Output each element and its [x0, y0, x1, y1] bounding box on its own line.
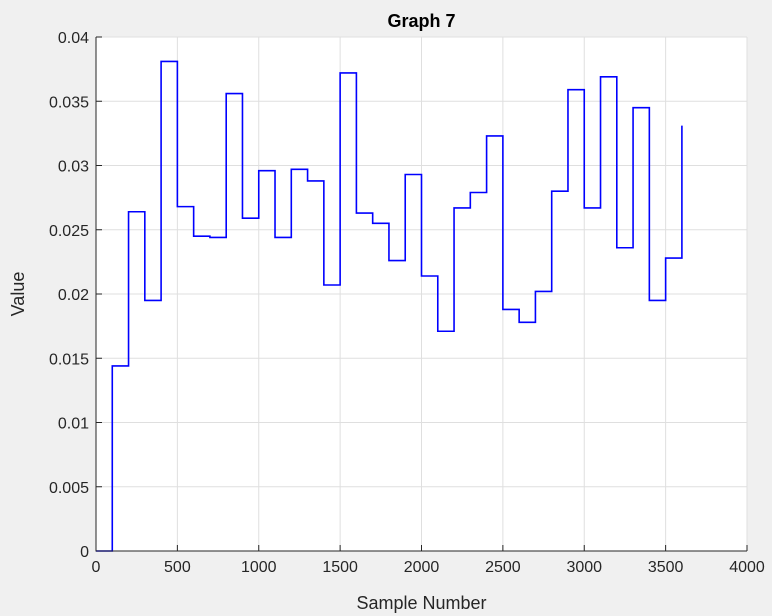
chart-title: Graph 7	[387, 11, 455, 31]
y-tick-label: 0.025	[49, 223, 89, 240]
x-tick-label: 0	[92, 559, 101, 576]
y-tick-label: 0.04	[58, 30, 89, 47]
y-axis-label: Value	[8, 272, 28, 317]
y-tick-label: 0.005	[49, 480, 89, 497]
series-line	[96, 60, 683, 552]
x-tick-label: 4000	[729, 559, 765, 576]
y-tick-label: 0.035	[49, 94, 89, 111]
x-tick-label: 3500	[648, 559, 684, 576]
x-tick-label: 3000	[566, 559, 602, 576]
axis-ticks: 0 500 1000 1500 2000 2500 3000 3500 4000 0 0.005 0.…	[49, 30, 765, 576]
x-tick-label: 2500	[485, 559, 521, 576]
y-tick-label: 0.015	[49, 351, 89, 368]
x-axis-label: Sample Number	[356, 593, 486, 613]
x-tick-label: 2000	[404, 559, 440, 576]
x-tick-label: 1000	[241, 559, 277, 576]
x-tick-label: 1500	[322, 559, 358, 576]
y-tick-label: 0.01	[58, 416, 89, 433]
x-tick-label: 500	[164, 559, 191, 576]
y-tick-label: 0.03	[58, 159, 89, 176]
y-tick-label: 0	[80, 544, 89, 561]
y-tick-label: 0.02	[58, 287, 89, 304]
